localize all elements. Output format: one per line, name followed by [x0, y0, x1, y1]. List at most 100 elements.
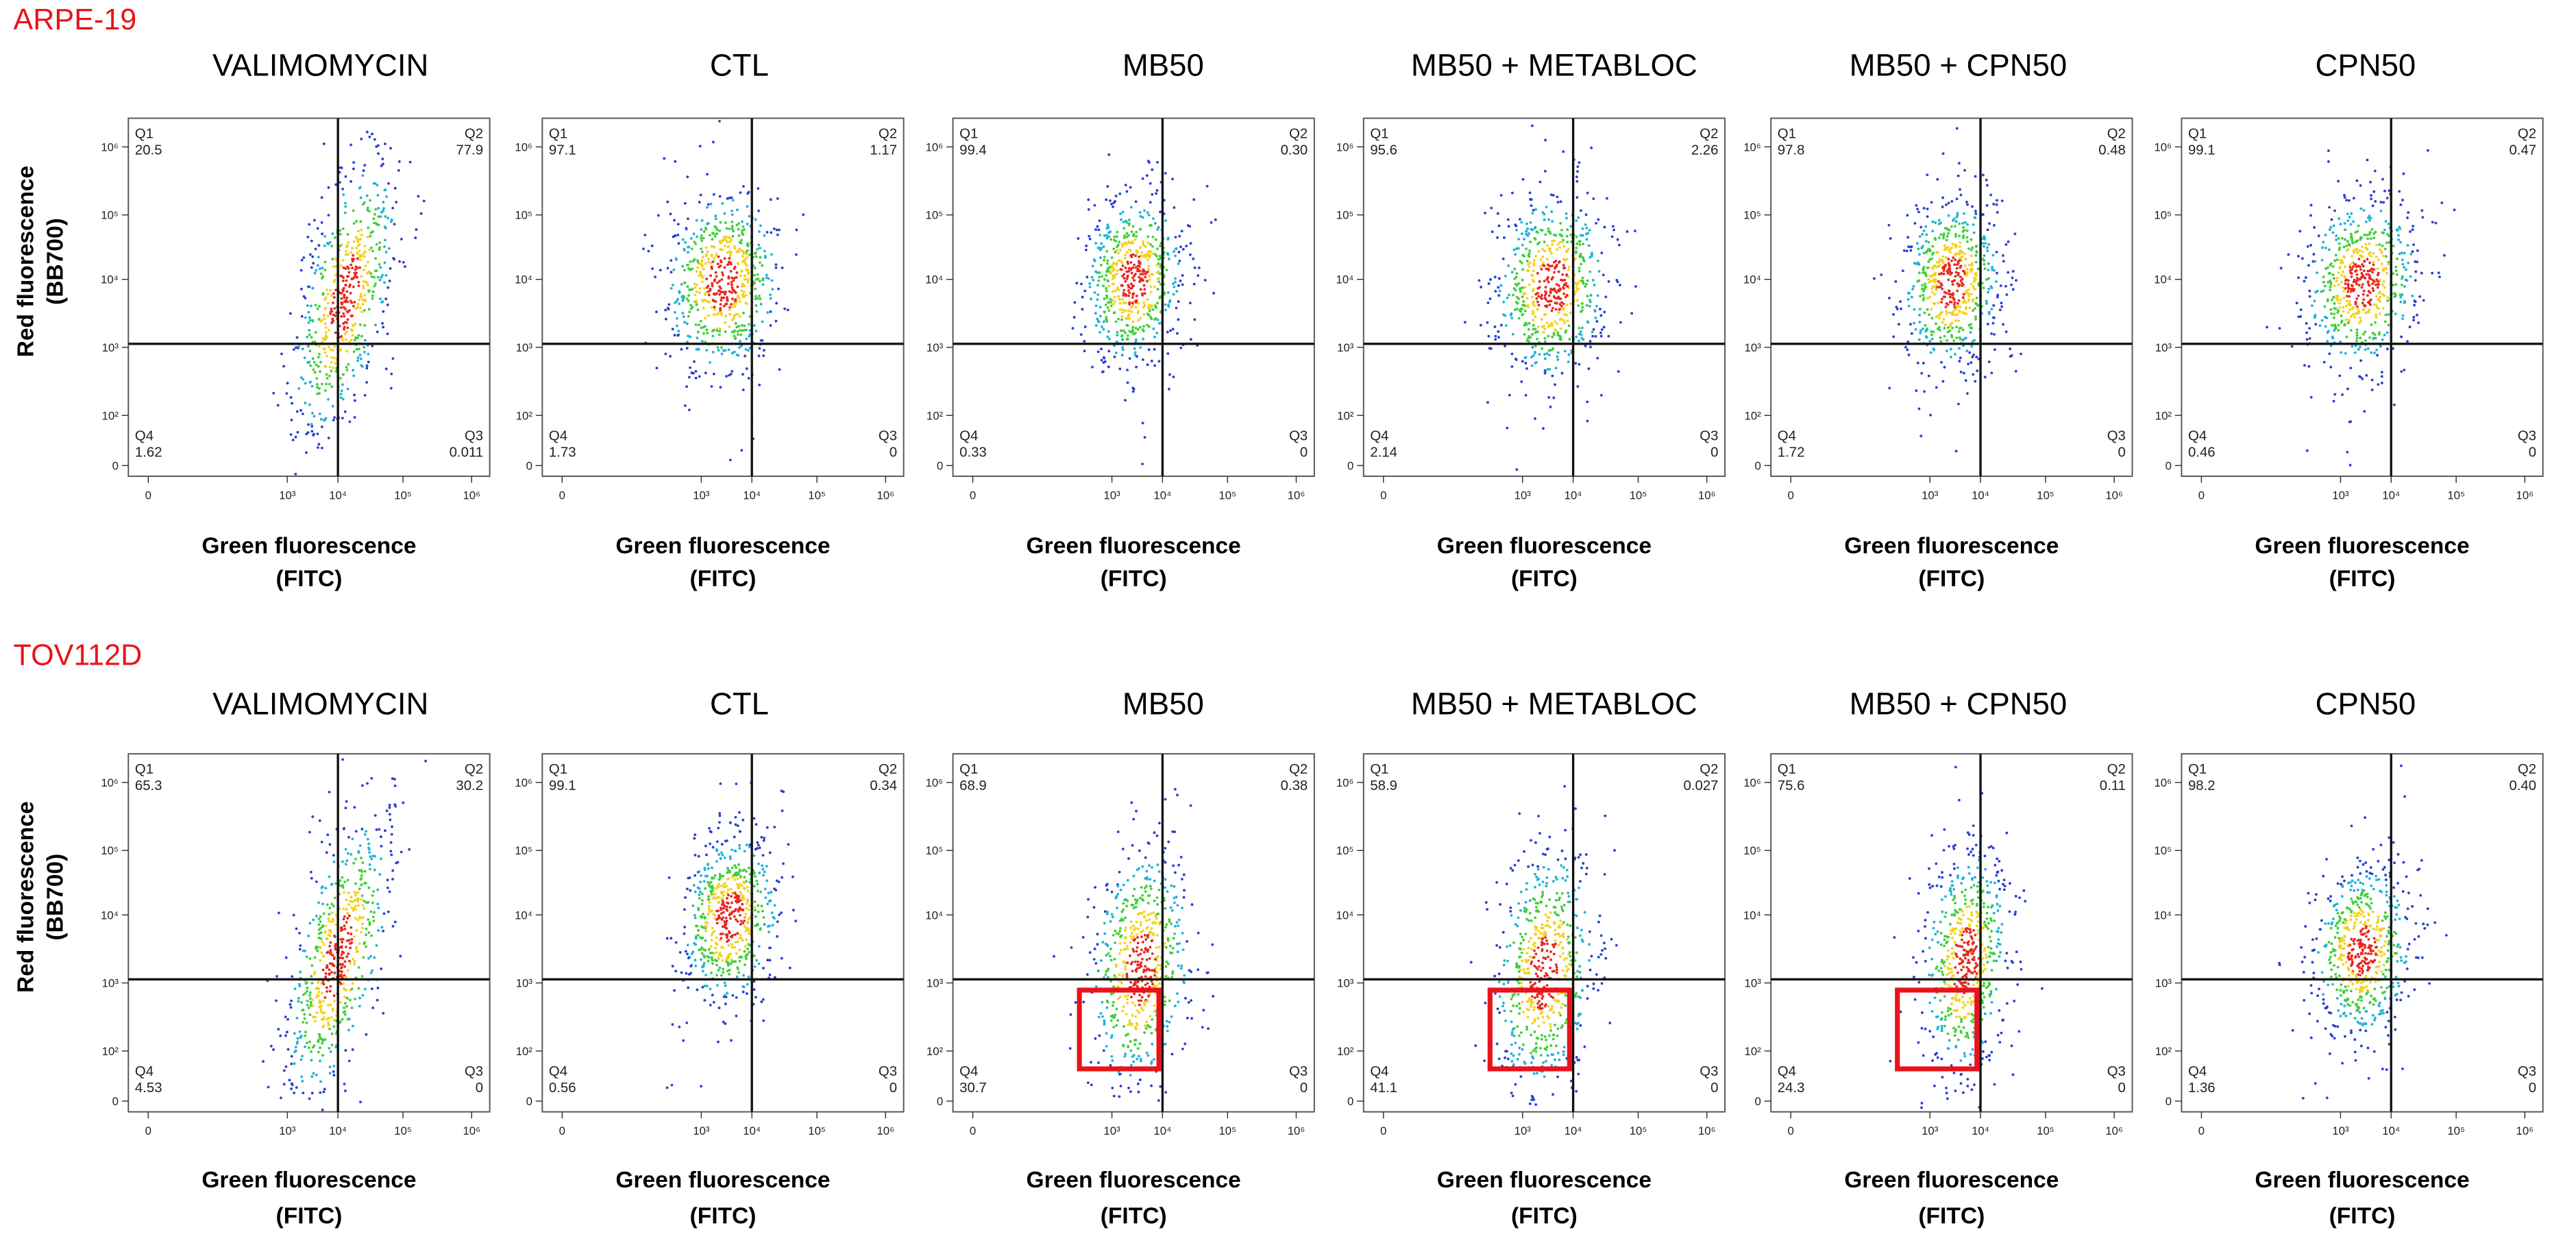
event-dot — [1141, 270, 1144, 273]
event-dot — [1105, 296, 1109, 299]
event-dot — [696, 308, 700, 312]
event-dot — [290, 418, 293, 421]
event-dot — [1989, 193, 1993, 197]
event-dot — [1930, 287, 1934, 291]
event-dot — [2437, 271, 2440, 275]
event-dot — [353, 416, 356, 419]
event-dot — [1928, 340, 1932, 343]
event-dot — [1560, 371, 1564, 375]
event-dot — [315, 945, 318, 948]
row-label: ARPE-19 — [14, 3, 137, 36]
event-dot — [1164, 219, 1167, 222]
event-dot — [1197, 274, 1200, 278]
event-dot — [1113, 311, 1116, 314]
event-dot — [1545, 278, 1549, 282]
event-dot — [358, 869, 361, 872]
event-dot — [340, 953, 343, 957]
event-dot — [363, 323, 367, 327]
event-dot — [1565, 249, 1568, 253]
event-dot — [339, 926, 343, 930]
event-dot — [344, 848, 347, 851]
event-dot — [2402, 172, 2405, 175]
event-dot — [351, 267, 354, 270]
event-dot — [738, 913, 741, 917]
event-dot — [366, 271, 369, 275]
event-dot — [1141, 463, 1144, 466]
event-dot — [346, 318, 349, 321]
event-dot — [1120, 262, 1124, 264]
event-dot — [354, 268, 357, 271]
event-dot — [306, 304, 309, 307]
event-dot — [384, 238, 387, 242]
event-dot — [1094, 270, 1097, 273]
event-dot — [732, 230, 735, 233]
event-dot — [306, 235, 310, 238]
event-dot — [757, 243, 761, 247]
event-dot — [341, 227, 345, 230]
event-dot — [1525, 339, 1529, 343]
event-dot — [1534, 208, 1538, 211]
event-dot — [701, 276, 704, 279]
event-dot — [701, 280, 704, 284]
event-dot — [1957, 299, 1961, 302]
event-dot — [1562, 286, 1565, 289]
event-dot — [1974, 278, 1977, 281]
event-dot — [384, 829, 387, 832]
event-dot — [317, 936, 321, 939]
event-dot — [1909, 249, 1913, 252]
event-dot — [1123, 234, 1126, 238]
event-dot — [731, 330, 734, 334]
event-dot — [1535, 230, 1538, 234]
event-dot — [2381, 283, 2384, 286]
event-dot — [1955, 325, 1958, 329]
event-dot — [688, 310, 691, 314]
event-dot — [328, 944, 332, 948]
event-dot — [1580, 302, 1584, 305]
event-dot — [1502, 300, 1506, 304]
event-dot — [2383, 334, 2386, 336]
event-dot — [333, 356, 336, 360]
event-dot — [1107, 365, 1110, 369]
event-dot — [398, 260, 401, 263]
quadrant-name: Q3 — [1289, 428, 1308, 443]
event-dot — [333, 345, 336, 348]
event-dot — [361, 203, 365, 206]
event-dot — [1528, 283, 1531, 286]
event-dot — [1910, 332, 1913, 335]
event-dot — [711, 282, 714, 285]
event-dot — [2346, 219, 2350, 223]
event-dot — [747, 190, 750, 194]
event-dot — [2359, 345, 2362, 349]
event-dot — [727, 236, 731, 239]
event-dot — [309, 1000, 312, 1004]
event-dot — [2315, 271, 2318, 275]
event-dot — [1977, 282, 1980, 286]
event-dot — [346, 969, 349, 972]
event-dot — [1126, 334, 1129, 337]
event-dot — [353, 806, 356, 809]
event-dot — [731, 288, 735, 291]
event-dot — [371, 915, 375, 919]
event-dot — [678, 302, 680, 306]
event-dot — [327, 917, 330, 920]
event-dot — [707, 293, 711, 297]
event-dot — [1925, 274, 1928, 278]
event-dot — [702, 961, 706, 965]
event-dot — [2346, 290, 2350, 293]
event-dot — [676, 234, 680, 236]
event-dot — [2403, 266, 2406, 269]
event-dot — [1959, 338, 1962, 341]
event-dot — [1566, 228, 1569, 232]
event-dot — [394, 804, 397, 808]
event-dot — [1106, 259, 1109, 262]
quadrant-value: 0 — [2118, 445, 2126, 460]
event-dot — [352, 350, 356, 354]
event-dot — [1562, 302, 1565, 306]
event-dot — [1577, 288, 1580, 291]
event-dot — [301, 1009, 304, 1012]
y-tick-label: 10⁴ — [925, 273, 943, 286]
event-dot — [2368, 243, 2371, 245]
event-dot — [1077, 237, 1080, 240]
event-dot — [1588, 256, 1592, 259]
event-dot — [354, 307, 357, 310]
